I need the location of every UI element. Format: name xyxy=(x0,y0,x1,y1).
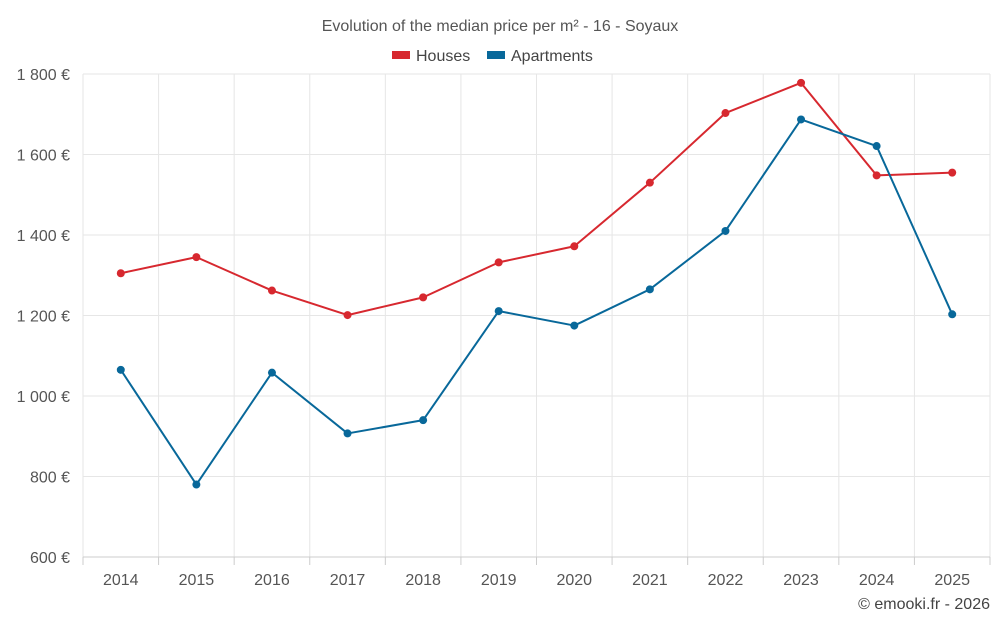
x-tick-label: 2021 xyxy=(632,572,668,589)
data-point-apartments xyxy=(419,416,428,425)
series-line-apartments xyxy=(119,118,954,486)
legend-label-apartments: Apartments xyxy=(511,48,593,65)
plot-area xyxy=(116,78,957,489)
data-point-houses xyxy=(267,286,276,295)
grid xyxy=(82,73,991,557)
data-point-houses xyxy=(948,168,957,177)
x-axis: 2014 2015 2016 2017 2018 2019 2020 2021 2022 2023… xyxy=(82,556,991,589)
legend-swatch-houses xyxy=(392,51,410,59)
chart-title: Evolution of the median price per m² - 1… xyxy=(322,18,679,35)
legend-swatch-apartments xyxy=(487,51,505,59)
x-tick-label: 2022 xyxy=(708,572,744,589)
y-tick-label: 1 000 € xyxy=(17,389,70,406)
data-point-apartments xyxy=(645,285,654,294)
data-point-houses xyxy=(494,258,503,267)
data-point-apartments xyxy=(343,429,352,438)
data-point-houses xyxy=(419,293,428,302)
data-point-apartments xyxy=(872,142,881,151)
x-tick-label: 2015 xyxy=(179,572,215,589)
data-point-houses xyxy=(116,269,125,278)
x-tick-label: 2020 xyxy=(556,572,592,589)
data-point-apartments xyxy=(192,480,201,489)
x-tick-label: 2023 xyxy=(783,572,819,589)
data-point-houses xyxy=(343,311,352,320)
x-tick-label: 2014 xyxy=(103,572,139,589)
y-tick-label: 1 800 € xyxy=(17,67,70,84)
data-point-apartments xyxy=(948,310,957,319)
x-tick-label: 2016 xyxy=(254,572,290,589)
legend-label-houses: Houses xyxy=(416,48,470,65)
x-tick-label: 2024 xyxy=(859,572,895,589)
x-tick-label: 2019 xyxy=(481,572,517,589)
data-point-houses xyxy=(721,109,730,118)
y-tick-label: 1 200 € xyxy=(17,309,70,326)
series-apartments xyxy=(116,115,957,489)
credit-text: © emooki.fr - 2026 xyxy=(858,596,990,613)
series-houses xyxy=(116,78,957,320)
data-point-apartments xyxy=(494,307,503,316)
y-tick-label: 600 € xyxy=(30,550,70,567)
x-tick-label: 2018 xyxy=(405,572,441,589)
data-point-houses xyxy=(570,242,579,251)
series-line-houses xyxy=(120,81,953,317)
x-tick-label: 2025 xyxy=(934,572,970,589)
data-point-houses xyxy=(192,253,201,262)
data-point-apartments xyxy=(116,365,125,374)
data-point-houses xyxy=(872,171,881,180)
y-tick-label: 1 600 € xyxy=(17,148,70,165)
data-point-apartments xyxy=(267,368,276,377)
y-tick-label: 1 400 € xyxy=(17,228,70,245)
data-point-houses xyxy=(797,78,806,87)
x-tick-label: 2017 xyxy=(330,572,366,589)
data-point-apartments xyxy=(570,321,579,330)
data-point-apartments xyxy=(721,226,730,235)
y-tick-label: 800 € xyxy=(30,470,70,487)
y-axis: 600 € 800 € 1 000 € 1 200 € 1 400 € 1 600 € 1 … xyxy=(17,67,70,567)
data-point-apartments xyxy=(797,115,806,124)
legend: Houses Apartments xyxy=(392,48,593,65)
data-point-houses xyxy=(645,178,654,187)
